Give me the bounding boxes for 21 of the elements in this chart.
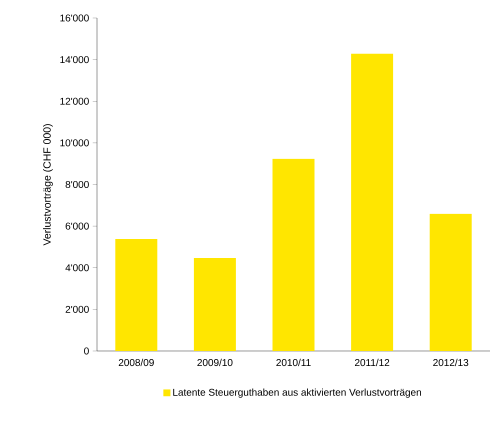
bar (430, 214, 472, 351)
bar (272, 158, 315, 351)
x-tick-label: 2011/12 (354, 358, 390, 366)
y-tick-label: 16'000 (60, 14, 89, 22)
bar (351, 54, 394, 351)
y-tick-label: 8'000 (66, 180, 89, 188)
y-tick-label: 14'000 (60, 56, 89, 64)
x-tick-label: 2012/13 (433, 358, 468, 366)
bar (194, 258, 236, 351)
y-tick-label: 12'000 (60, 98, 89, 105)
y-axis-title: Verlustvorträge (CHF 000) (43, 124, 53, 246)
legend-label: Latente Steuerguthaben aus aktivierten Verlustvorträgen (173, 388, 421, 398)
y-tick-label: 10'000 (60, 139, 89, 146)
x-tick-label: 2008/09 (118, 358, 154, 366)
y-tick-label: 4'000 (65, 264, 89, 272)
x-tick-label: 2010/11 (276, 358, 311, 366)
y-tick-label: 2'000 (66, 306, 89, 313)
bar (115, 239, 158, 351)
x-tick-label: 2009/10 (197, 358, 233, 366)
y-tick-label: 6'000 (66, 222, 89, 230)
y-tick-label: 0 (84, 347, 89, 355)
